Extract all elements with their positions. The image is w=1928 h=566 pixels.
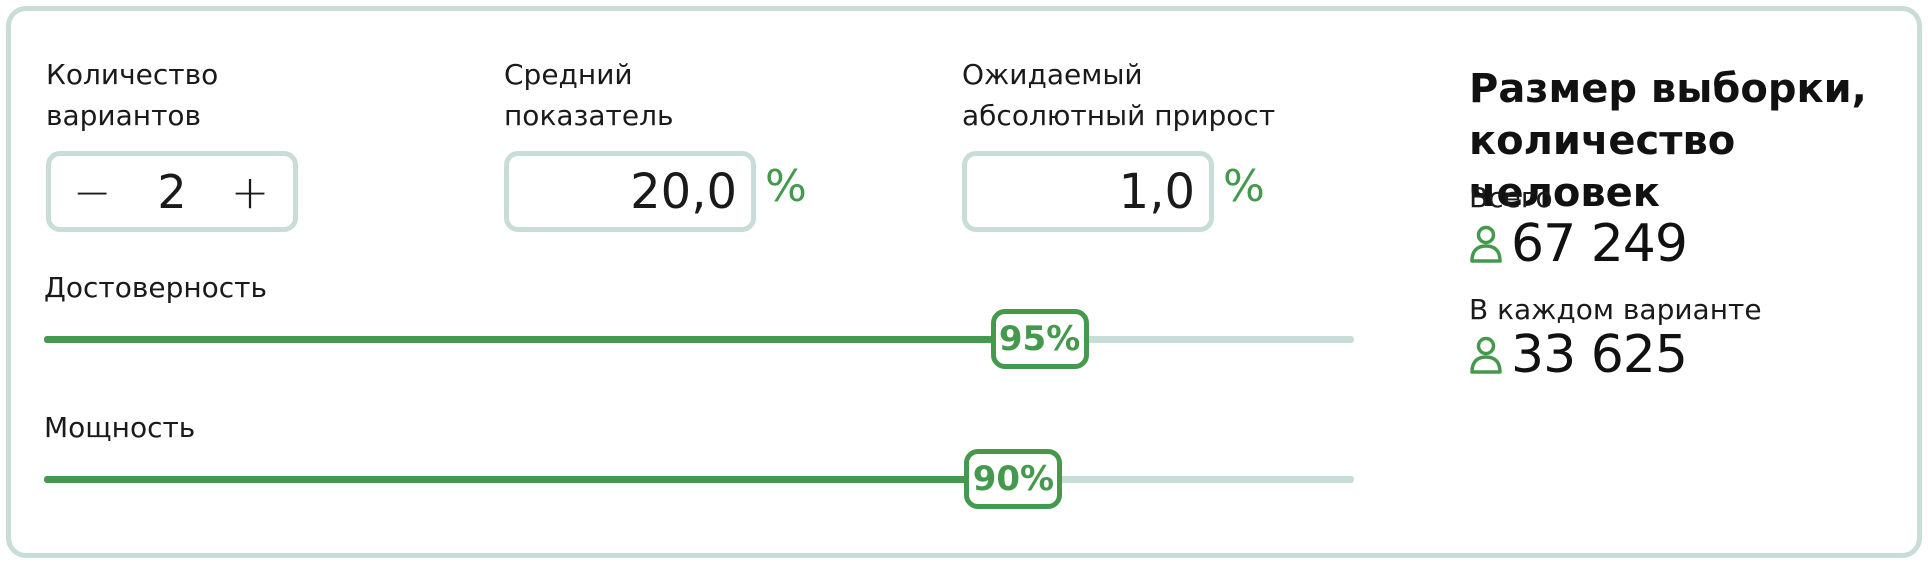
average-value[interactable]: 20,0 — [630, 163, 737, 220]
total-value: 67 249 — [1511, 214, 1688, 274]
growth-label: Ожидаемый абсолютный прирост — [962, 58, 1276, 132]
power-slider-fill — [44, 476, 1014, 483]
power-slider-thumb[interactable]: 90% — [964, 449, 1063, 509]
decrement-button[interactable]: − — [72, 164, 112, 219]
confidence-label: Достоверность — [44, 271, 267, 304]
person-icon — [1470, 225, 1502, 263]
per-variant-value-row: 33 625 — [1469, 325, 1688, 385]
variants-label: Количество вариантов — [46, 58, 219, 132]
total-label: Всего — [1469, 181, 1553, 214]
results-title: Размер выборки, количество человек — [1469, 66, 1867, 216]
variants-value[interactable]: 2 — [157, 164, 187, 219]
total-value-row: 67 249 — [1469, 214, 1688, 274]
average-label: Средний показатель — [504, 58, 674, 132]
sample-size-calculator-card: Количество вариантов − 2 + Средний показ… — [6, 6, 1922, 558]
growth-value[interactable]: 1,0 — [1118, 163, 1195, 220]
increment-button[interactable]: + — [230, 164, 270, 219]
confidence-slider-fill — [44, 336, 1040, 343]
power-label: Мощность — [44, 411, 196, 444]
per-variant-value: 33 625 — [1511, 325, 1688, 385]
average-unit: % — [765, 161, 807, 212]
per-variant-label: В каждом варианте — [1469, 293, 1762, 326]
variants-stepper: − 2 + — [46, 151, 298, 232]
confidence-slider-track[interactable] — [44, 336, 1354, 343]
person-icon — [1470, 336, 1502, 374]
average-input[interactable]: 20,0 — [504, 151, 756, 232]
growth-unit: % — [1223, 161, 1265, 212]
growth-input[interactable]: 1,0 — [962, 151, 1214, 232]
power-slider-track[interactable] — [44, 476, 1354, 483]
confidence-slider-thumb[interactable]: 95% — [990, 309, 1089, 369]
